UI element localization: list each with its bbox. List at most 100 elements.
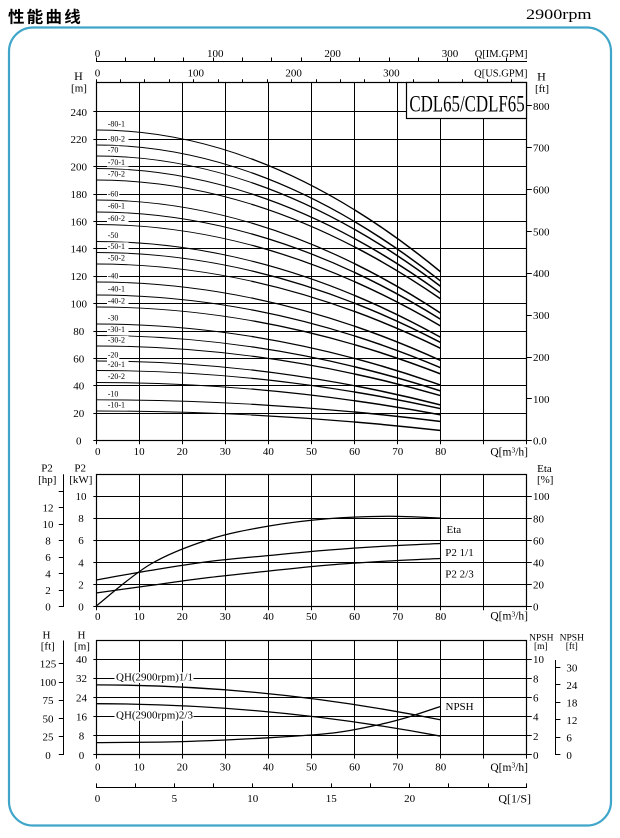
svg-text:20: 20 (73, 408, 85, 420)
svg-text:30: 30 (220, 611, 232, 623)
svg-text:P2 1/1: P2 1/1 (445, 547, 473, 559)
svg-text:-10-1: -10-1 (108, 401, 125, 410)
svg-text:15: 15 (326, 793, 338, 805)
svg-text:[m]: [m] (534, 642, 548, 652)
svg-text:50: 50 (306, 611, 318, 623)
svg-text:400: 400 (533, 268, 550, 280)
svg-text:10: 10 (134, 762, 146, 774)
svg-text:50: 50 (306, 762, 318, 774)
svg-text:0: 0 (533, 602, 539, 614)
svg-text:50: 50 (306, 446, 318, 458)
svg-text:[kW]: [kW] (69, 474, 92, 486)
svg-text:H: H (74, 69, 83, 83)
svg-text:-60-2: -60-2 (108, 214, 125, 223)
svg-text:40: 40 (76, 654, 88, 666)
svg-text:[ft]: [ft] (535, 83, 549, 95)
svg-text:0: 0 (95, 793, 101, 805)
svg-text:P2 2/3: P2 2/3 (445, 569, 474, 581)
svg-text:Q[US.GPM]: Q[US.GPM] (474, 68, 527, 79)
svg-text:70: 70 (392, 762, 404, 774)
svg-text:-30-1: -30-1 (108, 325, 125, 334)
svg-text:-50: -50 (108, 231, 119, 240)
svg-text:-30-2: -30-2 (108, 336, 125, 345)
svg-text:2: 2 (78, 579, 84, 591)
svg-text:8: 8 (79, 731, 85, 743)
svg-text:100: 100 (533, 491, 550, 503)
svg-text:P2: P2 (41, 463, 53, 475)
svg-text:160: 160 (70, 216, 87, 228)
svg-text:30: 30 (220, 446, 232, 458)
svg-text:[ft]: [ft] (566, 641, 578, 652)
svg-text:40: 40 (263, 446, 275, 458)
svg-text:500: 500 (533, 226, 550, 238)
svg-text:CDL65/CDLF65: CDL65/CDLF65 (409, 92, 524, 117)
svg-text:12: 12 (566, 715, 577, 727)
svg-text:200: 200 (285, 67, 302, 79)
svg-text:20: 20 (177, 611, 189, 623)
svg-text:10: 10 (134, 446, 146, 458)
svg-text:-70-1: -70-1 (108, 158, 125, 167)
svg-text:300: 300 (442, 48, 459, 60)
svg-text:600: 600 (533, 185, 550, 197)
svg-text:0: 0 (95, 446, 101, 458)
svg-text:Q[m3/h]: Q[m3/h] (490, 445, 528, 458)
svg-text:0: 0 (45, 750, 51, 762)
svg-text:30: 30 (566, 662, 578, 674)
svg-text:300: 300 (383, 67, 400, 79)
svg-text:H: H (537, 70, 546, 84)
svg-text:0: 0 (95, 762, 101, 774)
svg-text:0: 0 (95, 48, 101, 60)
svg-text:[%]: [%] (537, 474, 554, 486)
svg-text:4: 4 (78, 557, 84, 569)
svg-text:-40: -40 (108, 272, 119, 281)
svg-text:120: 120 (70, 271, 87, 283)
svg-text:-70: -70 (108, 146, 119, 155)
svg-text:-80-1: -80-1 (108, 120, 125, 129)
svg-text:240: 240 (70, 107, 87, 119)
svg-text:0: 0 (566, 750, 572, 762)
svg-text:H: H (43, 630, 51, 642)
svg-text:-20-2: -20-2 (108, 372, 125, 381)
svg-text:Q[1/S]: Q[1/S] (498, 791, 531, 805)
svg-text:NPSH: NPSH (446, 701, 474, 713)
svg-text:[hp]: [hp] (38, 474, 56, 486)
svg-text:60: 60 (349, 446, 361, 458)
svg-text:125: 125 (40, 659, 57, 671)
svg-text:200: 200 (70, 162, 87, 174)
svg-text:0: 0 (533, 750, 539, 762)
svg-text:12: 12 (43, 503, 54, 515)
svg-text:140: 140 (70, 244, 87, 256)
svg-text:20: 20 (533, 580, 545, 592)
svg-text:NPSH: NPSH (529, 633, 553, 643)
svg-text:0: 0 (95, 611, 101, 623)
svg-text:[ft]: [ft] (41, 641, 55, 653)
svg-text:80: 80 (435, 762, 447, 774)
svg-text:2900rpm: 2900rpm (526, 6, 592, 23)
svg-text:200: 200 (324, 48, 341, 60)
svg-text:20: 20 (177, 446, 189, 458)
svg-text:32: 32 (76, 673, 87, 685)
svg-text:0.0: 0.0 (533, 436, 547, 448)
svg-text:40: 40 (263, 762, 275, 774)
svg-text:100: 100 (533, 394, 550, 406)
svg-text:20: 20 (404, 793, 416, 805)
svg-text:70: 70 (392, 446, 404, 458)
svg-text:6: 6 (45, 552, 51, 564)
svg-text:-40-1: -40-1 (108, 285, 125, 294)
svg-text:2: 2 (45, 585, 51, 597)
svg-text:40: 40 (533, 557, 545, 569)
svg-text:200: 200 (533, 352, 550, 364)
svg-text:6: 6 (533, 692, 539, 704)
svg-text:8: 8 (78, 513, 84, 525)
svg-text:800: 800 (533, 101, 550, 113)
svg-text:-60-1: -60-1 (108, 202, 125, 211)
svg-text:18: 18 (566, 697, 578, 709)
svg-text:6: 6 (78, 535, 84, 547)
svg-text:-20: -20 (108, 351, 119, 360)
svg-text:-20-1: -20-1 (108, 360, 125, 369)
svg-text:Q[IM.GPM]: Q[IM.GPM] (475, 49, 528, 60)
svg-text:80: 80 (73, 326, 85, 338)
svg-text:NPSH: NPSH (560, 633, 584, 643)
svg-text:60: 60 (73, 353, 85, 365)
svg-text:QH(2900rpm)2/3: QH(2900rpm)2/3 (116, 709, 193, 721)
